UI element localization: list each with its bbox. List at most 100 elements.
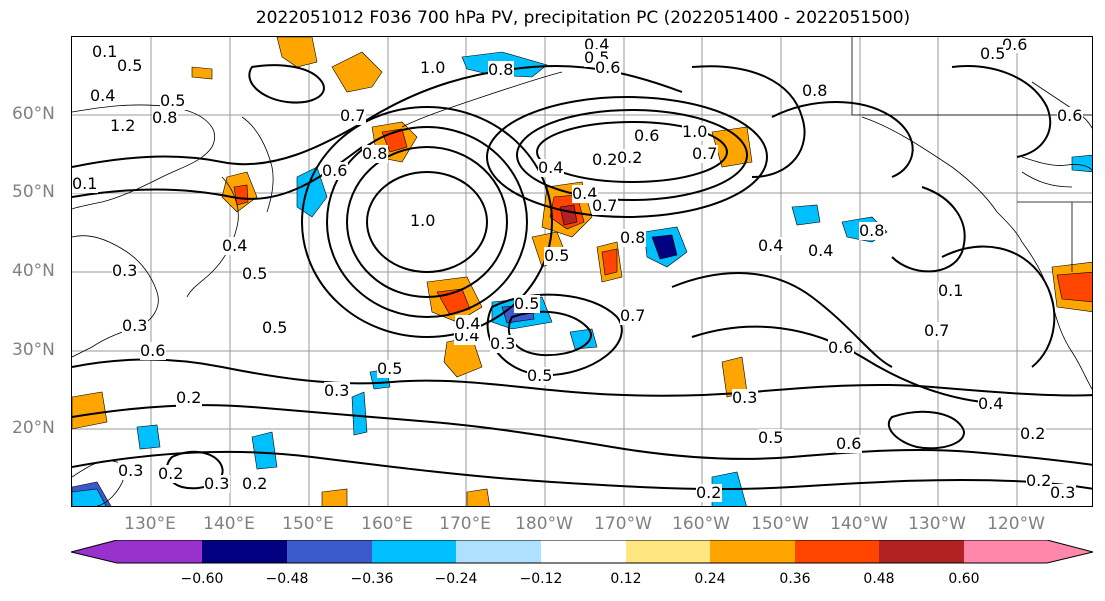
colorbar-cell	[202, 540, 287, 563]
colorbar-cell	[626, 540, 710, 563]
contour-label: 0.5	[242, 264, 267, 283]
colorbar-tick: −0.12	[519, 571, 563, 587]
contour-label: 0.8	[488, 60, 513, 79]
contour-label: 0.3	[122, 316, 147, 335]
contour-label: 0.7	[692, 144, 717, 163]
contour-label: 0.2	[617, 148, 642, 167]
map-canvas: 0.1 0.5 0.4 0.5 1.2 0.8 0.7 1.0 0.8 0.4 …	[72, 37, 1092, 506]
lon-label-160w: 160°W	[672, 514, 730, 534]
colorbar-tick: −0.48	[265, 571, 309, 587]
lon-label-140w: 140°W	[830, 514, 888, 534]
contour-label: 0.8	[859, 221, 884, 240]
contour-label: 0.8	[620, 228, 645, 247]
contour-label: 0.6	[595, 58, 620, 77]
map-panel: 0.1 0.5 0.4 0.5 1.2 0.8 0.7 1.0 0.8 0.4 …	[71, 36, 1093, 507]
lat-label-60n: 60°N	[12, 104, 55, 124]
contour-label: 0.6	[634, 126, 659, 145]
contour-label: 0.5	[758, 428, 783, 447]
contour-label: 0.4	[572, 184, 597, 203]
contour-label: 0.5	[160, 91, 185, 110]
colorbar-tick: 0.48	[863, 571, 895, 587]
contour-label: 0.2	[242, 474, 267, 493]
map-title: 2022051012 F036 700 hPa PV, precipitatio…	[255, 8, 911, 28]
contour-label: 0.7	[592, 196, 617, 215]
contour-label: 0.2	[1020, 424, 1045, 443]
contour-label: 0.3	[324, 381, 349, 400]
colorbar-cell	[541, 540, 626, 563]
contour-label: 0.6	[828, 338, 853, 357]
contour-label: 0.5	[514, 294, 539, 313]
contour-label: 0.4	[455, 314, 480, 333]
lon-label-130e: 130°E	[124, 514, 176, 534]
contour-label: 0.6	[836, 434, 861, 453]
contour-label: 0.5	[117, 56, 142, 75]
contour-label: 0.6	[322, 161, 347, 180]
colorbar-tick: −0.60	[180, 571, 224, 587]
contour-label: 0.7	[340, 106, 365, 125]
lat-label-20n: 20°N	[12, 418, 55, 438]
contour-label: 0.2	[1026, 471, 1051, 490]
pv-contours	[72, 64, 1092, 491]
colorbar-tick: 0.60	[948, 571, 980, 587]
lon-label-140e: 140°E	[203, 514, 255, 534]
colorbar-cell	[372, 540, 456, 563]
contour-label: 0.8	[152, 108, 177, 127]
lon-label-130w: 130°W	[908, 514, 966, 534]
contour-label: 0.1	[92, 42, 117, 61]
contour-label: 0.1	[938, 281, 963, 300]
contour-label: 0.4	[538, 158, 563, 177]
contour-label: 0.2	[696, 483, 721, 502]
contour-label: 0.4	[222, 236, 247, 255]
contour-label: 0.7	[620, 306, 645, 325]
contour-label: 0.5	[980, 44, 1005, 63]
contour-label: 1.2	[110, 116, 135, 135]
contour-label: 0.3	[1050, 483, 1075, 502]
contour-label: 0.2	[158, 464, 183, 483]
colorbar-cell	[795, 540, 879, 563]
colorbar	[71, 540, 1094, 564]
lat-label-40n: 40°N	[12, 261, 55, 281]
contour-label: 0.2	[592, 150, 617, 169]
colorbar-tick: 0.24	[694, 571, 726, 587]
contour-label: 0.4	[808, 241, 833, 260]
contour-label: 0.8	[362, 144, 387, 163]
lon-label-120w: 120°W	[987, 514, 1045, 534]
contour-label: 0.1	[72, 174, 97, 193]
colorbar-cell	[710, 540, 795, 563]
contour-label: 0.4	[90, 86, 115, 105]
contour-label: 1.0	[420, 58, 445, 77]
contour-label: 0.5	[527, 366, 552, 385]
colorbar-cell	[879, 540, 964, 563]
colorbar-tick: 0.12	[610, 571, 642, 587]
contour-label-layer: 0.1 0.5 0.4 0.5 1.2 0.8 0.7 1.0 0.8 0.4 …	[72, 37, 1083, 502]
contour-label: 0.8	[802, 81, 827, 100]
colorbar-tick: 0.36	[779, 571, 811, 587]
contour-label: 1.0	[682, 122, 707, 141]
lon-label-170e: 170°E	[439, 514, 491, 534]
contour-label: 0.5	[544, 246, 569, 265]
contour-label: 0.5	[262, 318, 287, 337]
contour-label: 0.2	[176, 388, 201, 407]
contour-label: 0.3	[112, 261, 137, 280]
contour-label: 0.5	[377, 359, 402, 378]
lon-label-160e: 160°E	[361, 514, 413, 534]
lon-label-180w: 180°W	[515, 514, 573, 534]
contour-label: 0.6	[140, 341, 165, 360]
contour-label: 0.7	[924, 321, 949, 340]
contour-label: 0.3	[118, 461, 143, 480]
graticule	[72, 37, 1092, 506]
colorbar-cell	[287, 540, 372, 563]
contour-label: 0.4	[758, 236, 783, 255]
contour-label: 0.3	[204, 474, 229, 493]
contour-label: 0.6	[1002, 37, 1027, 54]
colorbar-tick: −0.24	[434, 571, 478, 587]
lon-label-170w: 170°W	[594, 514, 652, 534]
lat-label-50n: 50°N	[12, 182, 55, 202]
colorbar-tick: −0.36	[350, 571, 394, 587]
contour-label: 0.3	[732, 388, 757, 407]
colorbar-cell	[456, 540, 541, 563]
lon-label-150w: 150°W	[751, 514, 809, 534]
contour-label: 0.3	[490, 334, 515, 353]
lon-label-150e: 150°E	[282, 514, 334, 534]
contour-label: 0.6	[1057, 106, 1082, 125]
